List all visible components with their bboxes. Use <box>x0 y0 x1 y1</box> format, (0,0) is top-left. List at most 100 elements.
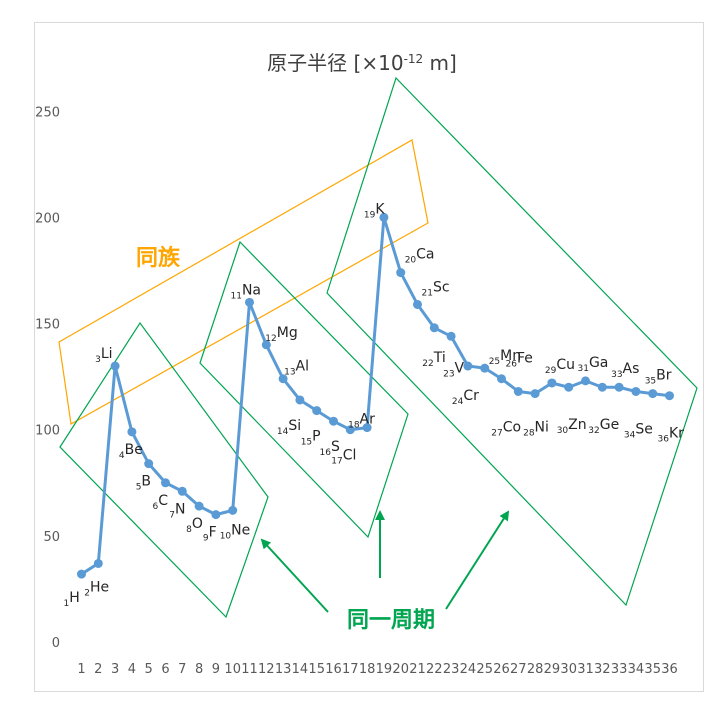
x-tick-label: 22 <box>426 662 443 677</box>
y-tick-label: 150 <box>35 318 60 333</box>
y-tick-label: 0 <box>52 636 60 651</box>
data-point <box>261 340 271 350</box>
data-point <box>110 361 120 371</box>
x-tick-label: 35 <box>644 662 661 677</box>
element-label: 25Mn <box>489 348 521 367</box>
element-label: 30Zn <box>557 417 587 436</box>
x-tick-label: 3 <box>111 662 119 677</box>
same-period-annotation: 同一周期 <box>347 608 435 633</box>
x-tick-label: 17 <box>342 662 359 677</box>
element-label: 5B <box>136 474 151 493</box>
data-point <box>581 376 590 386</box>
data-point <box>665 391 674 401</box>
data-point <box>379 212 389 222</box>
x-tick-label: 6 <box>161 662 169 677</box>
x-tick-label: 2 <box>94 662 102 677</box>
data-point <box>93 558 103 568</box>
element-label: 23V <box>443 360 464 379</box>
x-tick-label: 24 <box>460 662 477 677</box>
x-tick-label: 16 <box>325 662 342 677</box>
x-tick-label: 9 <box>212 662 220 677</box>
period-3-box <box>199 240 409 539</box>
same-group-box <box>58 139 429 425</box>
x-tick-label: 8 <box>195 662 203 677</box>
element-label: 20Ca <box>405 247 435 266</box>
y-tick-label: 200 <box>35 211 60 226</box>
element-label: 14Si <box>277 418 301 437</box>
x-tick-label: 28 <box>527 662 544 677</box>
data-point <box>161 478 170 488</box>
group-highlight-boxes <box>58 76 698 619</box>
y-axis-ticks: 0 50 100 150 200 250 <box>35 105 60 651</box>
data-point <box>312 406 322 416</box>
data-point <box>77 569 86 579</box>
data-point <box>648 389 658 399</box>
data-point <box>194 501 204 511</box>
element-label: 2He <box>84 579 109 598</box>
x-tick-label: 21 <box>409 662 426 677</box>
x-tick-label: 26 <box>493 662 510 677</box>
data-point <box>345 425 355 435</box>
element-label: 12Mg <box>265 325 297 344</box>
x-tick-label: 13 <box>275 662 292 677</box>
data-point <box>278 374 288 384</box>
element-label: 33As <box>611 361 639 380</box>
data-point <box>127 427 137 437</box>
element-label: 35Br <box>645 368 672 387</box>
x-tick-label: 25 <box>476 662 493 677</box>
element-label: 6C <box>153 493 169 512</box>
data-point <box>413 299 422 309</box>
y-tick-label: 100 <box>35 424 60 439</box>
data-point <box>463 361 473 371</box>
x-tick-label: 5 <box>145 662 153 677</box>
x-tick-label: 4 <box>128 662 136 677</box>
element-label: 22Ti <box>422 350 445 369</box>
x-tick-label: 15 <box>308 662 325 677</box>
data-point <box>177 486 187 496</box>
data-point <box>547 378 557 388</box>
element-label: 28Ni <box>523 420 549 439</box>
period-arrow <box>445 510 510 610</box>
element-label: 19K <box>364 201 385 220</box>
element-label: 7N <box>169 501 185 520</box>
element-label: 3Li <box>95 346 112 365</box>
element-label: 1H <box>64 590 80 609</box>
data-point <box>446 331 456 341</box>
series-atomic-radius <box>77 212 674 579</box>
x-axis-ticks: 1 2 3 4 5 6 7 8 9 10 11 12 13 14 15 16 17 18 19 20 21 22 23 24 2… <box>77 662 677 677</box>
x-tick-label: 19 <box>376 662 393 677</box>
x-tick-label: 11 <box>241 662 258 677</box>
data-point <box>631 386 641 396</box>
element-label: 17Cl <box>331 448 356 467</box>
data-point <box>144 459 154 469</box>
element-label: 24Cr <box>452 388 479 407</box>
element-label: 36Kr <box>658 426 685 445</box>
data-point <box>513 386 523 396</box>
data-point <box>497 374 506 384</box>
data-point <box>228 505 238 515</box>
element-label: 8O <box>186 516 203 535</box>
data-point <box>530 389 540 399</box>
x-tick-label: 23 <box>443 662 460 677</box>
y-tick-label: 250 <box>35 105 60 120</box>
data-point <box>211 510 221 520</box>
x-tick-label: 7 <box>178 662 186 677</box>
element-label: 32Ge <box>588 417 619 436</box>
element-label: 21Sc <box>422 279 450 298</box>
period-arrows <box>260 510 510 613</box>
element-label: 27Co <box>491 419 521 438</box>
element-label: 10Ne <box>220 522 251 541</box>
x-tick-label: 36 <box>661 662 678 677</box>
data-point <box>329 416 338 426</box>
data-point <box>429 323 439 333</box>
x-tick-label: 31 <box>577 662 594 677</box>
element-label: 15P <box>301 429 321 448</box>
element-label: 18Ar <box>348 412 375 431</box>
data-point <box>564 382 574 392</box>
y-tick-label: 50 <box>43 530 60 545</box>
data-point <box>614 382 624 392</box>
x-tick-label: 30 <box>560 662 577 677</box>
x-tick-label: 10 <box>224 662 241 677</box>
data-point <box>480 363 490 373</box>
